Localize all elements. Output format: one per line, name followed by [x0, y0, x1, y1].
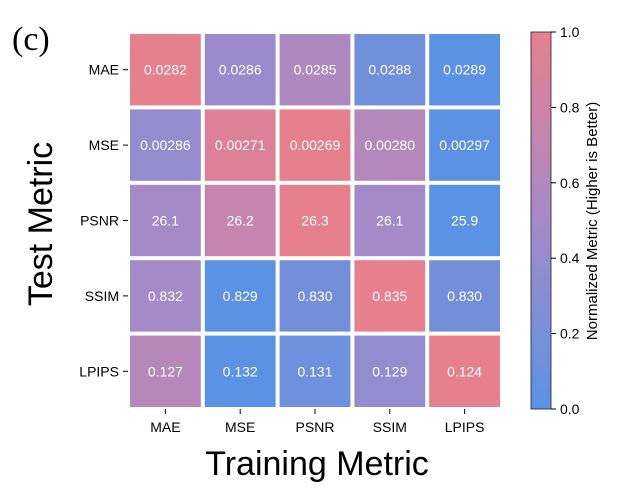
y-tick-label-1: MSE — [89, 137, 119, 153]
heatmap-cell-2-4 — [429, 184, 500, 257]
cell-value-label-3-0: 0.832 — [148, 288, 183, 304]
colorbar-tick-label-5: 1.0 — [560, 24, 580, 40]
cell-value-label-4-0: 0.127 — [148, 363, 183, 379]
cell-value-label-4-3: 0.129 — [372, 363, 407, 379]
cell-value-label-3-1: 0.829 — [223, 288, 258, 304]
heatmap-cell-0-0 — [130, 34, 201, 106]
cell-value-label-1-2: 0.00269 — [290, 137, 341, 153]
colorbar-tick-label-2: 0.4 — [560, 250, 580, 266]
cell-value-label-0-4: 0.0289 — [443, 62, 486, 78]
heatmap-cell-4-1 — [204, 335, 276, 407]
colorbar-ticks: 0.0 0.2 0.4 0.6 0.8 1.0 — [551, 24, 580, 417]
x-tick-label-3: SSIM — [373, 419, 407, 435]
heatmap-cells: 0.0282 0.0286 0.0285 0.0288 0.0289 0.00286 0.0… — [130, 34, 500, 407]
y-tick-label-3: SSIM — [85, 288, 119, 304]
cell-value-label-2-2: 26.3 — [301, 213, 328, 229]
cell-value-label-2-4: 25.9 — [451, 213, 478, 229]
x-tick-label-4: LPIPS — [445, 419, 485, 435]
heatmap-cell-3-2 — [279, 260, 351, 332]
heatmap-cell-1-2 — [279, 109, 351, 181]
heatmap-cell-1-3 — [354, 109, 426, 181]
colorbar-label: Normalized Metric (Higher is Better) — [584, 102, 601, 340]
cell-value-label-2-1: 26.2 — [227, 213, 254, 229]
cell-value-label-0-3: 0.0288 — [368, 62, 411, 78]
heatmap-cell-4-3 — [354, 335, 426, 407]
cell-value-label-4-1: 0.132 — [223, 363, 258, 379]
heatmap-cell-1-0 — [130, 109, 201, 181]
x-axis-label: Training Metric — [205, 445, 429, 483]
colorbar-tick-label-4: 0.8 — [560, 99, 580, 115]
heatmap-cell-4-0 — [130, 335, 201, 407]
heatmap-cell-3-0 — [130, 260, 201, 332]
y-tick-labels: MAE MSE PSNR SSIM LPIPS — [79, 62, 128, 379]
cell-value-label-3-4: 0.830 — [447, 288, 482, 304]
heatmap-cell-1-1 — [204, 109, 276, 181]
cell-value-label-1-3: 0.00280 — [364, 137, 415, 153]
heatmap-cell-0-2 — [279, 34, 351, 106]
heatmap-cell-2-0 — [130, 184, 201, 257]
cell-value-label-0-2: 0.0285 — [294, 62, 337, 78]
heatmap-cell-2-2 — [279, 184, 351, 257]
x-tick-label-0: MAE — [150, 419, 180, 435]
colorbar-tick-label-3: 0.6 — [560, 175, 580, 191]
cell-value-label-3-3: 0.835 — [372, 288, 407, 304]
heatmap-cell-4-4 — [429, 335, 500, 407]
colorbar-tick-label-1: 0.2 — [560, 326, 580, 342]
cell-value-label-2-3: 26.1 — [376, 213, 403, 229]
heatmap-cell-0-1 — [204, 34, 276, 106]
y-tick-label-2: PSNR — [80, 213, 119, 229]
colorbar-gradient — [530, 31, 552, 410]
colorbar: 0.0 0.2 0.4 0.6 0.8 1.0 Normalized Metric (Hi… — [530, 24, 601, 417]
heatmap-cell-0-3 — [354, 34, 426, 106]
cell-value-label-3-2: 0.830 — [297, 288, 332, 304]
cell-value-label-4-2: 0.131 — [297, 363, 332, 379]
heatmap-cell-0-4 — [429, 34, 500, 106]
x-tick-label-2: PSNR — [296, 419, 335, 435]
x-tick-label-1: MSE — [225, 419, 255, 435]
heatmap-cell-2-1 — [204, 184, 276, 257]
heatmap-cell-4-2 — [279, 335, 351, 407]
heatmap-cell-3-4 — [429, 260, 500, 332]
heatmap-cell-3-1 — [204, 260, 276, 332]
cell-value-label-0-1: 0.0286 — [219, 62, 262, 78]
cell-value-label-2-0: 26.1 — [152, 213, 179, 229]
cell-value-label-4-4: 0.124 — [447, 363, 482, 379]
heatmap-cell-2-3 — [354, 184, 426, 257]
panel-label: (c) — [12, 21, 50, 58]
x-tick-labels: MAE MSE PSNR SSIM LPIPS — [150, 409, 484, 435]
cell-value-label-1-4: 0.00297 — [439, 137, 490, 153]
cell-value-label-0-0: 0.0282 — [144, 62, 187, 78]
cell-value-label-1-1: 0.00271 — [215, 137, 266, 153]
y-tick-label-4: LPIPS — [79, 363, 119, 379]
heatmap-cell-3-3 — [354, 260, 426, 332]
cell-value-label-1-0: 0.00286 — [140, 137, 191, 153]
y-axis-label: Test Metric — [22, 142, 60, 306]
colorbar-tick-label-0: 0.0 — [560, 401, 580, 417]
y-tick-label-0: MAE — [89, 62, 119, 78]
heatmap-cell-1-4 — [429, 109, 500, 181]
